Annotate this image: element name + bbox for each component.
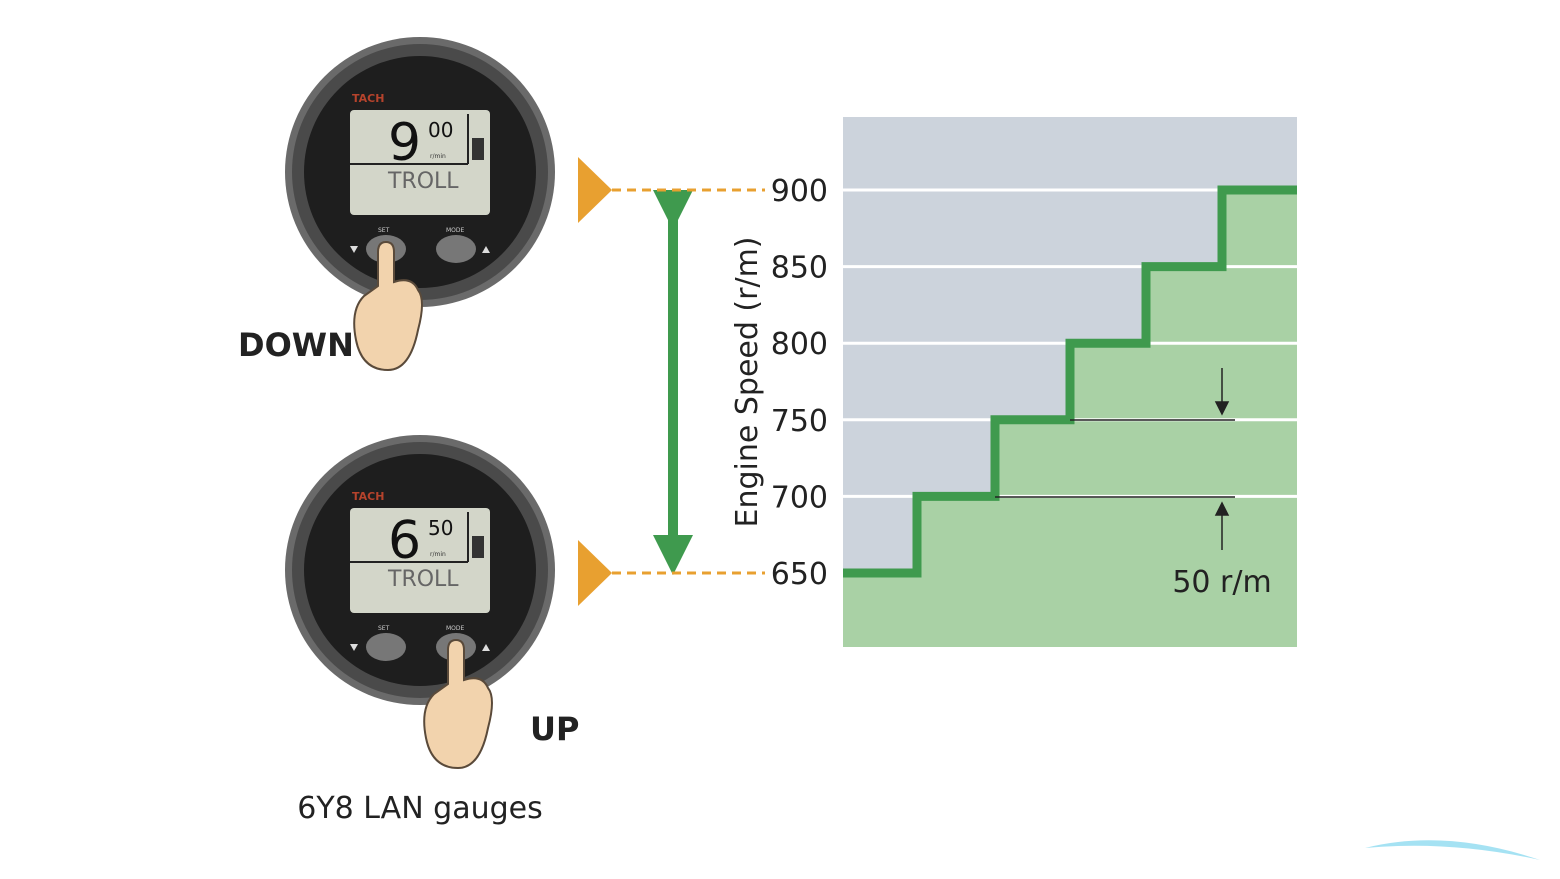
up-triangle-icon	[482, 644, 490, 651]
set-button[interactable]	[366, 633, 406, 661]
down-triangle-icon	[350, 246, 358, 253]
lcd-screen	[350, 508, 490, 613]
mode-button-label: MODE	[446, 625, 465, 632]
watermark-logo	[1365, 840, 1540, 860]
finger-hand-icon	[353, 240, 423, 372]
lcd-mode: TROLL	[387, 567, 459, 592]
step-line	[843, 185, 1297, 578]
y-tick-label: 650	[771, 557, 828, 592]
lcd-big-digit: 6	[388, 511, 421, 571]
gauge-brand: TACH	[352, 490, 384, 503]
lcd-small-digits: 50	[428, 516, 453, 540]
set-button-label: SET	[378, 625, 390, 632]
lcd-unit: r/min	[430, 153, 446, 160]
y-tick-label: 900	[771, 174, 828, 209]
step-size-annotation	[995, 368, 1235, 550]
gauge-brand: TACH	[352, 92, 384, 105]
lcd-screen	[350, 110, 490, 215]
y-tick-label: 850	[771, 251, 828, 286]
y-tick-label: 800	[771, 327, 828, 362]
gauge-up: TACH 6 50 r/min TROLL SET MODE	[285, 435, 555, 770]
y-axis-label: Engine Speed (r/m)	[730, 236, 765, 527]
up-label: UP	[530, 710, 579, 748]
gauge-down: TACH 9 00 r/min TROLL SET MODE	[285, 37, 555, 372]
mode-button-label: MODE	[446, 227, 465, 234]
mode-button[interactable]	[436, 235, 476, 263]
down-triangle-icon	[350, 644, 358, 651]
down-label: DOWN	[238, 326, 354, 364]
engine-speed-chart: 650 700 750 800 850 900 Engine Speed (r/m) 50…	[730, 117, 1297, 647]
gauges-caption: 6Y8 LAN gauges	[297, 791, 543, 826]
lcd-unit: r/min	[430, 551, 446, 558]
lcd-small-digits: 00	[428, 118, 453, 142]
up-triangle-icon	[482, 246, 490, 253]
y-tick-label: 700	[771, 480, 828, 515]
step-size-label: 50 r/m	[1172, 565, 1271, 600]
y-tick-label: 750	[771, 404, 828, 439]
upper-marker-triangle	[578, 157, 612, 223]
lower-marker-triangle	[578, 540, 612, 606]
finger-hand-icon	[423, 638, 493, 770]
set-button-label: SET	[378, 227, 390, 234]
lcd-big-digit: 9	[388, 113, 421, 173]
lcd-mode: TROLL	[387, 169, 459, 194]
